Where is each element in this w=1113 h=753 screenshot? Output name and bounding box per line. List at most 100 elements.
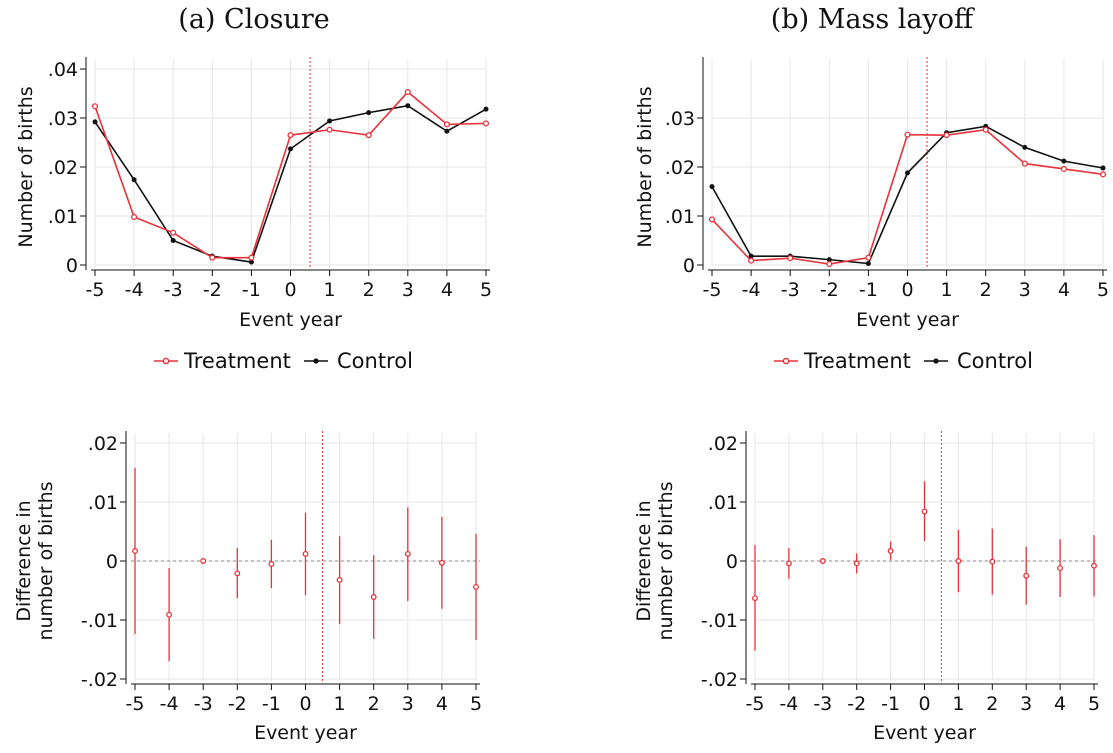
estimate-point <box>166 611 173 618</box>
x-tick-label: 5 <box>480 279 492 301</box>
x-tick-label: 3 <box>402 693 414 715</box>
treatment-point <box>91 103 99 110</box>
y-tick-label: 0 <box>106 551 118 573</box>
y-tick-label: -.01 <box>81 610 118 632</box>
x-tick-label: 0 <box>918 693 930 715</box>
y-tick-label: .02 <box>665 157 695 179</box>
estimate-point <box>234 570 241 577</box>
estimate-point <box>302 550 309 557</box>
x-tick-label: 3 <box>1020 693 1032 715</box>
y-tick-label: .02 <box>48 157 78 179</box>
y-tick-label: 0 <box>66 255 78 277</box>
panel-title-closure: (a) Closure <box>178 4 329 35</box>
y-tick-label: 0 <box>726 551 738 573</box>
x-tick-label: 5 <box>1088 693 1100 715</box>
treatment-point <box>365 132 372 139</box>
control-point <box>131 177 137 183</box>
legend-treatment-marker <box>162 357 170 365</box>
x-tick-label: 4 <box>436 693 448 715</box>
legend-treatment-label: Treatment <box>803 349 911 373</box>
treatment-point <box>826 260 833 268</box>
y-tick-label: .02 <box>708 433 738 455</box>
x-tick-label: 2 <box>986 693 998 715</box>
masslayoff-levels-plot: 0 .01 .02 .03 -5 -4 -3 -2 -1 0 1 2 3 4 5 Event year Numb… <box>634 57 1109 331</box>
estimate-point <box>268 561 275 567</box>
x-tick-label: -1 <box>859 279 878 301</box>
treatment-point <box>708 216 716 223</box>
estimate-point <box>438 559 445 566</box>
y-axis-label: Difference in <box>13 500 35 621</box>
x-tick-label: 5 <box>1097 279 1109 301</box>
x-tick-label: 2 <box>980 279 992 301</box>
x-tick-label: -4 <box>160 693 179 715</box>
treatment-point <box>904 131 911 138</box>
treatment-point <box>443 121 450 128</box>
treatment-point <box>943 132 950 139</box>
x-tick-label: -5 <box>86 279 105 301</box>
legend-treatment-label: Treatment <box>183 349 291 373</box>
y-tick-label: .01 <box>665 206 695 228</box>
control-point <box>1061 158 1067 164</box>
x-axis-label: Event year <box>873 722 976 744</box>
x-tick-label: -4 <box>779 693 798 715</box>
x-tick-label: 0 <box>299 693 311 715</box>
x-tick-label: 0 <box>901 279 913 301</box>
control-point <box>405 103 411 109</box>
estimate-point <box>1091 562 1097 569</box>
x-tick-label: -5 <box>703 279 722 301</box>
estimate-point <box>200 558 207 564</box>
treatment-point <box>787 255 794 262</box>
x-tick-label: 1 <box>952 693 964 715</box>
x-tick-label: 1 <box>334 693 346 715</box>
control-point <box>366 110 372 116</box>
treatment-point <box>248 254 255 261</box>
x-tick-label: -1 <box>262 693 281 715</box>
estimate-point <box>887 548 894 554</box>
x-tick-label: 0 <box>284 279 296 301</box>
treatment-point <box>482 120 490 127</box>
estimate-point <box>785 560 792 567</box>
x-tick-label: 4 <box>441 279 453 301</box>
estimate-point <box>404 550 411 557</box>
y-axis-label: Difference in <box>633 500 655 621</box>
estimate-point <box>1057 565 1064 572</box>
y-tick-label: .03 <box>48 108 78 130</box>
treatment-point <box>982 126 989 133</box>
x-tick-label: -3 <box>781 279 800 301</box>
x-tick-label: 3 <box>1019 279 1031 301</box>
estimate-point <box>752 595 758 602</box>
estimate-point <box>921 508 928 515</box>
legend-treatment-marker <box>782 357 790 365</box>
control-point <box>170 238 176 243</box>
y-tick-label: -.01 <box>701 610 738 632</box>
y-tick-label: .01 <box>88 492 118 514</box>
x-axis-label: Event year <box>254 722 357 744</box>
x-tick-label: -3 <box>164 279 183 301</box>
y-tick-label: 0 <box>683 255 695 277</box>
y-axis-label: Number of births <box>634 86 656 247</box>
x-tick-label: -4 <box>125 279 144 301</box>
estimate-point <box>473 584 479 590</box>
x-tick-label: 4 <box>1054 693 1066 715</box>
x-tick-label: 2 <box>363 279 375 301</box>
legend-control-label: Control <box>957 349 1033 373</box>
y-tick-label: .03 <box>665 108 695 130</box>
treatment-point <box>287 132 294 139</box>
y-tick-label: -.02 <box>701 669 738 691</box>
control-point <box>327 118 333 124</box>
x-tick-label: -2 <box>228 693 247 715</box>
x-tick-label: -2 <box>847 693 866 715</box>
x-tick-label: 1 <box>941 279 953 301</box>
y-tick-label: .01 <box>708 492 738 514</box>
treatment-point <box>404 88 411 96</box>
x-tick-label: -2 <box>203 279 222 301</box>
estimate-point <box>853 560 860 567</box>
x-tick-label: 4 <box>1058 279 1070 301</box>
y-tick-label: -.02 <box>81 669 118 691</box>
closure-difference-plot: -.02 -.01 0 .01 .02 -5 -4 -3 -2 -1 0 1 2 3 4 5 Event yea… <box>13 431 482 744</box>
estimate-point <box>336 576 343 583</box>
x-tick-label: -3 <box>194 693 213 715</box>
y-tick-label: .04 <box>48 59 78 81</box>
treatment-point <box>748 257 755 264</box>
control-point <box>826 257 832 263</box>
